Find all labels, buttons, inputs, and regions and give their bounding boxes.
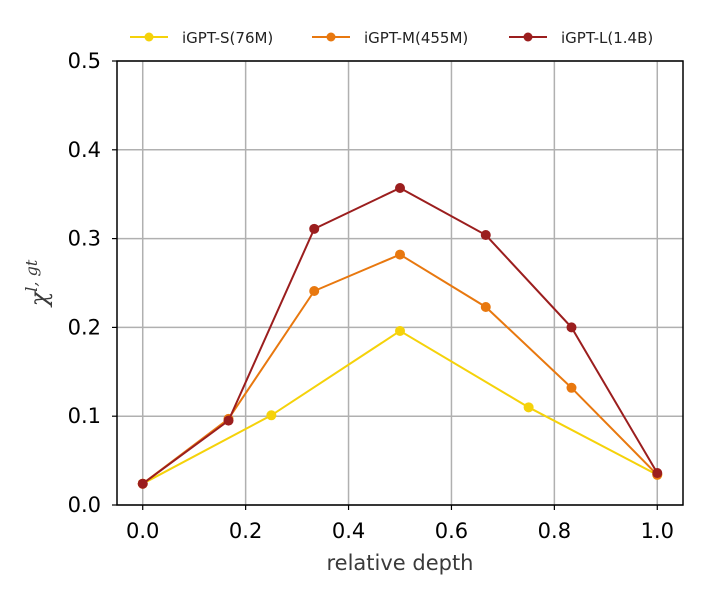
legend-item: iGPT-S(76M) [130, 29, 273, 47]
x-axis-label: relative depth [326, 551, 473, 575]
data-point [652, 468, 663, 479]
legend-item: iGPT-L(1.4B) [509, 29, 653, 47]
x-tick-label: 1.0 [641, 519, 674, 543]
legend-swatch-marker [144, 32, 154, 42]
y-axis-ticks: 0.0 0.1 0.2 0.3 0.4 0.5 [68, 49, 117, 517]
data-point [566, 322, 577, 333]
series-2 [137, 249, 663, 489]
legend: iGPT-S(76M) iGPT-M(455M) iGPT-L(1.4B) [130, 29, 653, 47]
data-point [309, 285, 320, 296]
x-tick-label: 0.6 [435, 519, 468, 543]
data-point [395, 182, 405, 193]
y-tick-label: 0.4 [68, 138, 101, 162]
x-tick-label: 0.2 [229, 519, 262, 543]
data-point [223, 415, 234, 426]
series-3 [137, 182, 663, 489]
y-axis-label: χl, gt [22, 259, 53, 308]
legend-swatch-marker [523, 32, 533, 42]
y-tick-label: 0.1 [68, 404, 101, 428]
series-line [142, 253, 658, 485]
legend-label: iGPT-M(455M) [364, 29, 468, 47]
data-point [266, 410, 277, 421]
data-point [566, 382, 577, 393]
legend-label: iGPT-L(1.4B) [561, 29, 653, 47]
y-axis-label-main: χ [25, 290, 53, 308]
data-point [137, 478, 148, 489]
series-line [142, 329, 658, 485]
y-tick-label: 0.0 [68, 493, 101, 517]
y-axis-label-sup: l, gt [22, 259, 41, 292]
grid [117, 60, 683, 506]
y-tick-label: 0.2 [68, 315, 101, 339]
x-tick-label: 0.8 [538, 519, 571, 543]
data-point [480, 230, 491, 241]
series-1 [137, 325, 663, 489]
data-point [309, 223, 320, 234]
y-tick-label: 0.3 [68, 227, 101, 251]
x-tick-label: 0.4 [332, 519, 365, 543]
data-point [395, 249, 405, 260]
data-point [523, 402, 534, 413]
legend-item: iGPT-M(455M) [312, 29, 468, 47]
x-axis-ticks: 0.0 0.2 0.4 0.6 0.8 1.0 [126, 505, 674, 543]
series-layer [137, 182, 663, 489]
legend-label: iGPT-S(76M) [182, 29, 273, 47]
y-tick-label: 0.5 [68, 49, 101, 73]
data-point [480, 301, 491, 312]
data-point [395, 325, 405, 336]
legend-swatch-marker [326, 32, 336, 42]
x-tick-label: 0.0 [126, 519, 159, 543]
plot-frame [116, 60, 684, 506]
